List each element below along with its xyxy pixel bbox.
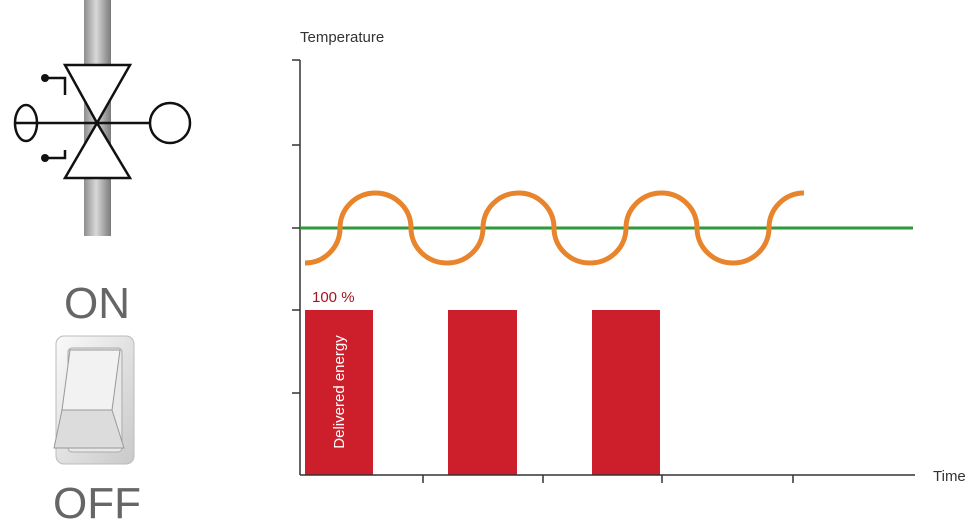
valve-icon bbox=[15, 0, 190, 236]
off-label: OFF bbox=[53, 479, 141, 526]
bars bbox=[305, 310, 660, 475]
x-axis-label: Time bbox=[933, 468, 966, 485]
switch-icon bbox=[54, 336, 134, 464]
level-label: 100 % bbox=[312, 289, 355, 306]
bar-text: Delivered energy bbox=[331, 335, 348, 449]
on-label: ON bbox=[64, 279, 130, 328]
diagram: ON OFF Temperature Time Delivered energy… bbox=[0, 0, 979, 526]
y-axis-label: Temperature bbox=[300, 29, 384, 46]
